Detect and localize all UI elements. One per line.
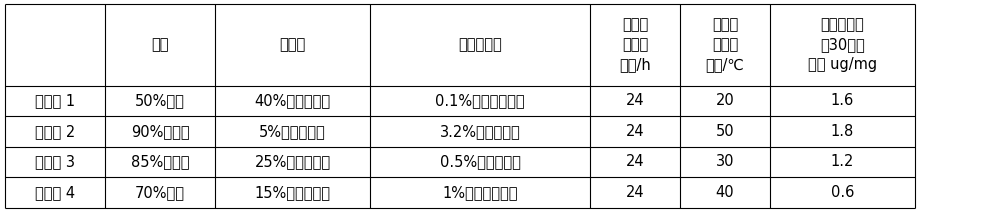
Text: 0.6: 0.6	[831, 185, 854, 200]
Text: 大鼠皮下植
入30天钙
含量 ug/mg: 大鼠皮下植 入30天钙 含量 ug/mg	[808, 18, 877, 72]
Text: 30: 30	[716, 155, 734, 169]
Text: 25%乙二醇乙醚: 25%乙二醇乙醚	[254, 155, 331, 169]
Text: 0.5%聚山梨醇酯: 0.5%聚山梨醇酯	[440, 155, 520, 169]
Text: 醇类: 醇类	[151, 38, 169, 52]
Text: 表面活性剂: 表面活性剂	[458, 38, 502, 52]
Text: 1.8: 1.8	[831, 124, 854, 139]
Text: 50: 50	[716, 124, 734, 139]
Text: 40: 40	[716, 185, 734, 200]
Text: 70%乙醇: 70%乙醇	[135, 185, 185, 200]
Text: 24: 24	[626, 93, 644, 108]
Text: 24: 24	[626, 124, 644, 139]
Text: 24: 24	[626, 155, 644, 169]
Text: 50%乙醇: 50%乙醇	[135, 93, 185, 108]
Text: 15%丙二醇甲醚: 15%丙二醇甲醚	[255, 185, 331, 200]
Text: 0.1%脱氧胆汁酸钠: 0.1%脱氧胆汁酸钠	[435, 93, 525, 108]
Text: 1.6: 1.6	[831, 93, 854, 108]
Text: 实施例 1: 实施例 1	[35, 93, 75, 108]
Text: 24: 24	[626, 185, 644, 200]
Text: 85%异丙醇: 85%异丙醇	[131, 155, 189, 169]
Text: 90%异丙醇: 90%异丙醇	[131, 124, 189, 139]
Text: 5%丙二醇甲醚: 5%丙二醇甲醚	[259, 124, 326, 139]
Text: 步骤二
的处理
温度/℃: 步骤二 的处理 温度/℃	[706, 18, 744, 72]
Text: 1%脱氧胆汁酸钠: 1%脱氧胆汁酸钠	[442, 185, 518, 200]
Text: 实施例 2: 实施例 2	[35, 124, 75, 139]
Text: 实施例 3: 实施例 3	[35, 155, 75, 169]
Text: 20: 20	[716, 93, 734, 108]
Text: 1.2: 1.2	[831, 155, 854, 169]
Text: 实施例 4: 实施例 4	[35, 185, 75, 200]
Text: 步骤一
的处理
时间/h: 步骤一 的处理 时间/h	[619, 18, 651, 72]
Text: 40%丙二醇甲醚: 40%丙二醇甲醚	[254, 93, 331, 108]
Text: 醇醚类: 醇醚类	[279, 38, 306, 52]
Text: 3.2%聚山梨醇酯: 3.2%聚山梨醇酯	[440, 124, 520, 139]
